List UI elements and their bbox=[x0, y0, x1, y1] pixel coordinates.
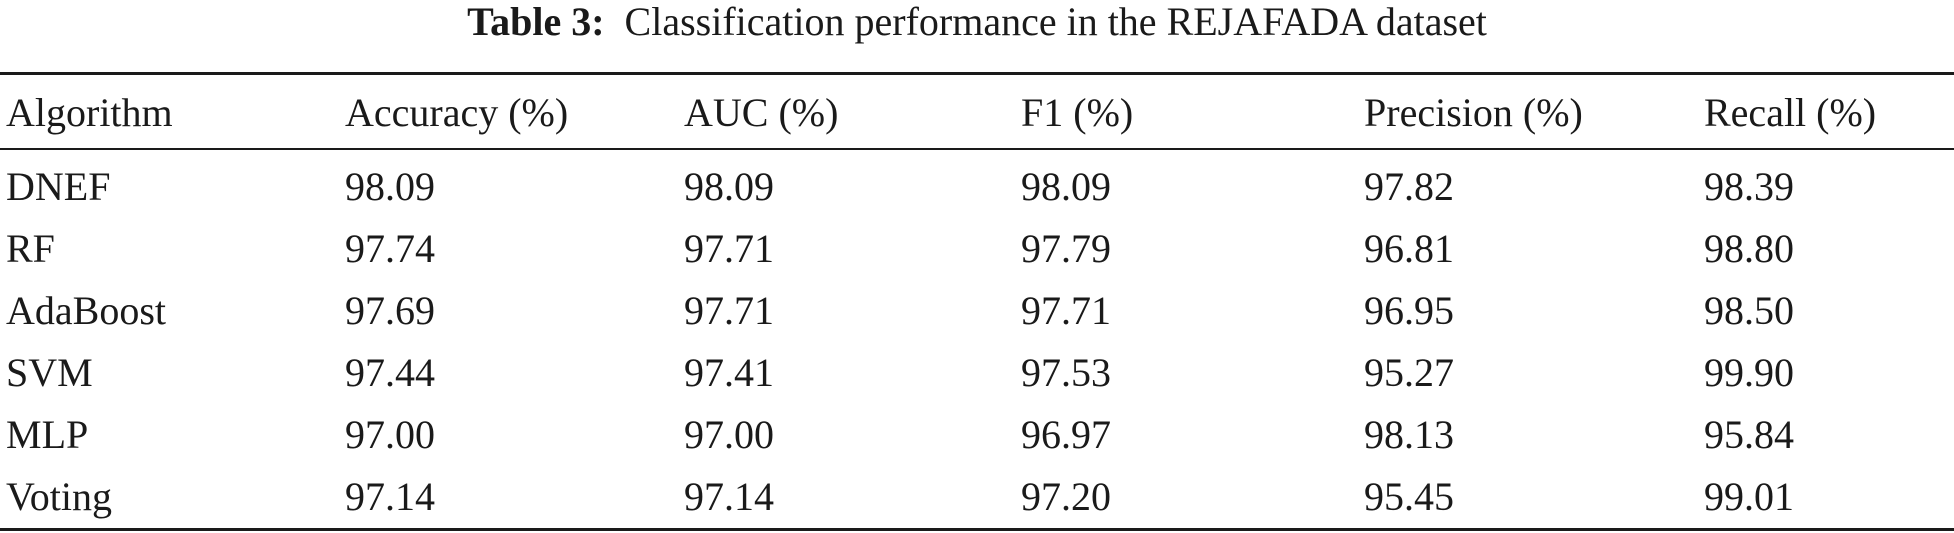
cell-f1: 96.97 bbox=[1021, 412, 1111, 457]
cell-precision: 95.45 bbox=[1364, 474, 1454, 519]
table-header-row: Algorithm Accuracy (%) AUC (%) F1 (%) Pr… bbox=[0, 80, 1954, 146]
cell-f1: 97.79 bbox=[1021, 226, 1111, 271]
table-body: DNEF 98.09 98.09 98.09 97.82 98.39 RF 97… bbox=[0, 156, 1954, 528]
table-caption-text: Classification performance in the REJAFA… bbox=[624, 0, 1487, 44]
cell-recall: 95.84 bbox=[1704, 412, 1794, 457]
cell-algorithm: Voting bbox=[6, 474, 112, 519]
table-caption: Table 3: Classification performance in t… bbox=[0, 0, 1954, 44]
cell-accuracy: 97.69 bbox=[345, 288, 435, 333]
cell-f1: 97.71 bbox=[1021, 288, 1111, 333]
cell-recall: 98.80 bbox=[1704, 226, 1794, 271]
table-row: DNEF 98.09 98.09 98.09 97.82 98.39 bbox=[0, 156, 1954, 218]
cell-algorithm: MLP bbox=[6, 412, 89, 457]
table-row: RF 97.74 97.71 97.79 96.81 98.80 bbox=[0, 218, 1954, 280]
cell-precision: 96.81 bbox=[1364, 226, 1454, 271]
cell-auc: 97.71 bbox=[684, 226, 774, 271]
table-row: Voting 97.14 97.14 97.20 95.45 99.01 bbox=[0, 466, 1954, 528]
table-header-rule bbox=[0, 148, 1954, 150]
cell-f1: 97.53 bbox=[1021, 350, 1111, 395]
table-bottom-rule bbox=[0, 528, 1954, 531]
cell-f1: 98.09 bbox=[1021, 164, 1111, 209]
cell-recall: 98.39 bbox=[1704, 164, 1794, 209]
cell-algorithm: SVM bbox=[6, 350, 93, 395]
cell-auc: 98.09 bbox=[684, 164, 774, 209]
table-row: MLP 97.00 97.00 96.97 98.13 95.84 bbox=[0, 404, 1954, 466]
cell-auc: 97.00 bbox=[684, 412, 774, 457]
cell-recall: 99.90 bbox=[1704, 350, 1794, 395]
cell-precision: 95.27 bbox=[1364, 350, 1454, 395]
cell-accuracy: 97.74 bbox=[345, 226, 435, 271]
table-row: AdaBoost 97.69 97.71 97.71 96.95 98.50 bbox=[0, 280, 1954, 342]
cell-f1: 97.20 bbox=[1021, 474, 1111, 519]
cell-accuracy: 97.44 bbox=[345, 350, 435, 395]
cell-accuracy: 97.00 bbox=[345, 412, 435, 457]
cell-precision: 98.13 bbox=[1364, 412, 1454, 457]
cell-auc: 97.41 bbox=[684, 350, 774, 395]
cell-auc: 97.14 bbox=[684, 474, 774, 519]
cell-accuracy: 98.09 bbox=[345, 164, 435, 209]
cell-precision: 96.95 bbox=[1364, 288, 1454, 333]
header-accuracy: Accuracy (%) bbox=[345, 90, 569, 135]
cell-recall: 98.50 bbox=[1704, 288, 1794, 333]
table-top-rule bbox=[0, 72, 1954, 75]
table-caption-label: Table 3: bbox=[467, 0, 605, 44]
header-f1: F1 (%) bbox=[1021, 90, 1134, 135]
header-precision: Precision (%) bbox=[1364, 90, 1583, 135]
header-algorithm: Algorithm bbox=[6, 90, 173, 135]
cell-algorithm: RF bbox=[6, 226, 55, 271]
cell-algorithm: DNEF bbox=[6, 164, 111, 209]
cell-algorithm: AdaBoost bbox=[6, 288, 166, 333]
cell-recall: 99.01 bbox=[1704, 474, 1794, 519]
header-recall: Recall (%) bbox=[1704, 90, 1877, 135]
cell-auc: 97.71 bbox=[684, 288, 774, 333]
cell-precision: 97.82 bbox=[1364, 164, 1454, 209]
cell-accuracy: 97.14 bbox=[345, 474, 435, 519]
header-auc: AUC (%) bbox=[684, 90, 839, 135]
table-row: SVM 97.44 97.41 97.53 95.27 99.90 bbox=[0, 342, 1954, 404]
